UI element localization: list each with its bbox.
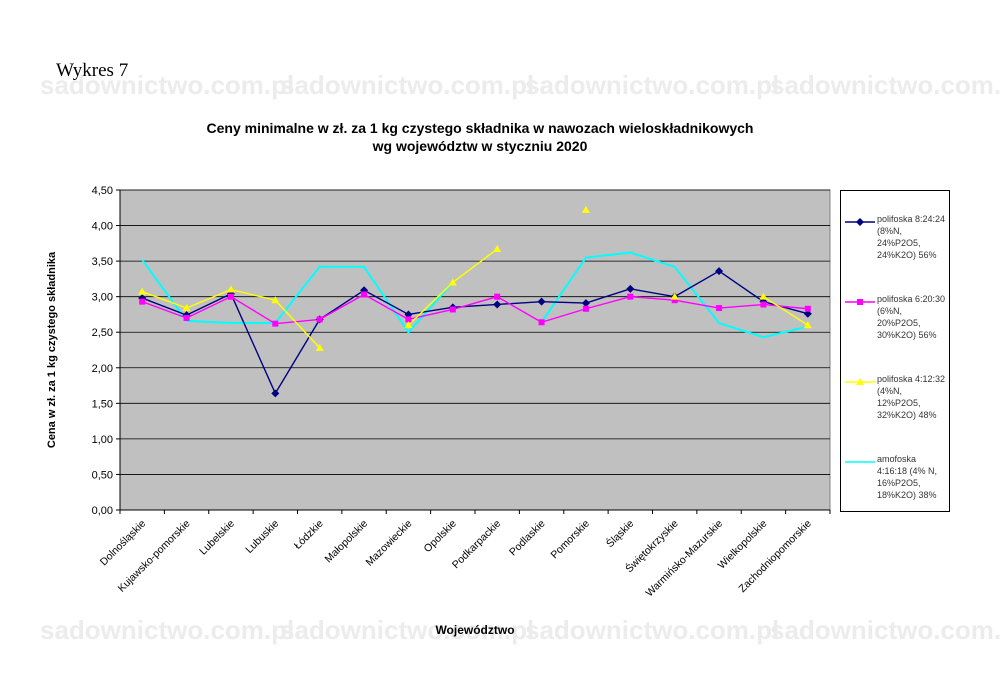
legend-label-line: 24%K2O) 56% [877, 250, 937, 260]
data-point [405, 316, 412, 323]
data-point [271, 296, 280, 304]
data-point [316, 316, 323, 323]
data-point [361, 291, 368, 298]
data-point [494, 293, 501, 300]
y-tick-label: 3,50 [92, 256, 113, 268]
legend-label-line: 16%P2O5, [877, 478, 921, 488]
legend-label-line: polifoska 6:20:30 [877, 294, 946, 304]
data-point [315, 343, 324, 351]
data-point [627, 293, 634, 300]
legend-label-line: 4:16:18 (4% N, [877, 466, 938, 476]
y-tick-label: 0,00 [92, 505, 113, 517]
series-line [141, 259, 454, 334]
y-tick-label: 4,50 [92, 185, 113, 197]
y-tick-label: 2,50 [92, 327, 113, 339]
legend-label-line: amofoska [877, 454, 917, 464]
data-point [226, 285, 235, 293]
chart-subtitle: wg województw w styczniu 2020 [372, 138, 588, 154]
data-point [227, 293, 234, 300]
data-point [139, 298, 146, 305]
data-point [449, 306, 456, 313]
x-tick-label: Podlaskie [507, 518, 548, 559]
y-tick-label: 0,50 [92, 469, 113, 481]
x-tick-label: Warmińsko-Mazurskie [644, 518, 726, 600]
data-point [493, 300, 502, 309]
data-point [716, 305, 723, 312]
data-point [404, 321, 413, 329]
x-tick-label: Zachodniopomorskie [737, 518, 815, 596]
data-point [582, 305, 589, 312]
data-point [804, 305, 811, 312]
data-point [138, 287, 147, 295]
data-point [448, 278, 457, 286]
data-point [538, 319, 545, 326]
legend-label-line: (6%N, [877, 306, 903, 316]
legend-label: polifoska 6:20:30 (6%N, 20%P2O5, 30%K2O) 56… [877, 293, 949, 341]
legend-label-line: (8%N, [877, 226, 903, 236]
data-point [493, 245, 502, 253]
y-tick-label: 1,00 [92, 434, 113, 446]
x-tick-label: Pomorskie [548, 518, 592, 562]
data-point [581, 205, 590, 213]
data-point [670, 292, 679, 300]
legend-label-line: (4%N, [877, 386, 903, 396]
legend-label: polifoska 8:24:24 (8%N, 24%P2O5, 24%K2O) 56… [877, 213, 949, 261]
legend-label-line: 18%K2O) 38% [877, 490, 937, 500]
x-tick-label: Małopolskie [322, 518, 370, 566]
data-point [671, 297, 678, 304]
legend-label-line: 12%P2O5, [877, 398, 921, 408]
data-point [581, 299, 590, 308]
y-tick-label: 4,00 [92, 221, 113, 233]
legend-label-line: 32%K2O) 48% [877, 410, 937, 420]
data-point [760, 301, 767, 308]
y-tick-label: 1,50 [92, 398, 113, 410]
data-point [182, 304, 191, 312]
y-tick-label: 3,00 [92, 292, 113, 304]
x-tick-label: Lubuskie [243, 518, 281, 556]
legend-symbol [845, 299, 875, 305]
x-tick-label: Opolskie [422, 518, 459, 555]
data-point [272, 320, 279, 327]
x-tick-label: Mazowieckie [364, 518, 415, 569]
legend-label-line: 24%P2O5, [877, 238, 921, 248]
plot-area [119, 189, 831, 511]
legend-label-line: polifoska 8:24:24 [877, 214, 946, 224]
data-point [271, 389, 280, 398]
x-tick-label: Lubelskie [197, 518, 237, 558]
legend-symbol [845, 218, 875, 226]
legend-symbol [845, 378, 875, 385]
chart-title: Ceny minimalne w zł. za 1 kg czystego sk… [206, 120, 754, 136]
data-point [759, 292, 768, 300]
legend-label-line: 30%K2O) 56% [877, 330, 937, 340]
figure-heading: Wykres 7 [56, 60, 129, 81]
x-axis-label: Województwo [435, 623, 515, 637]
legend-label-line: 20%P2O5, [877, 318, 921, 328]
series-line [141, 293, 808, 325]
series-line [763, 296, 809, 326]
data-point [626, 284, 635, 293]
data-point [537, 297, 546, 306]
legend-label-line: polifoska 4:12:32 [877, 374, 946, 384]
data-point [803, 321, 812, 329]
x-tick-label: Łódzkie [292, 518, 326, 552]
x-tick-label: Śląskie [603, 517, 636, 550]
legend-label: amofoska 4:16:18 (4% N, 16%P2O5, 18%K2O) 38… [877, 453, 949, 501]
series-line [540, 251, 809, 339]
legend: polifoska 8:24:24 (8%N, 24%P2O5, 24%K2O) 56… [840, 190, 950, 512]
legend-label: polifoska 4:12:32 (4%N, 12%P2O5, 32%K2O) 48… [877, 373, 949, 421]
data-point [183, 315, 190, 321]
data-point [715, 267, 724, 276]
legend-symbol [845, 461, 875, 463]
series-line [141, 270, 808, 395]
y-tick-label: 2,00 [92, 363, 113, 375]
